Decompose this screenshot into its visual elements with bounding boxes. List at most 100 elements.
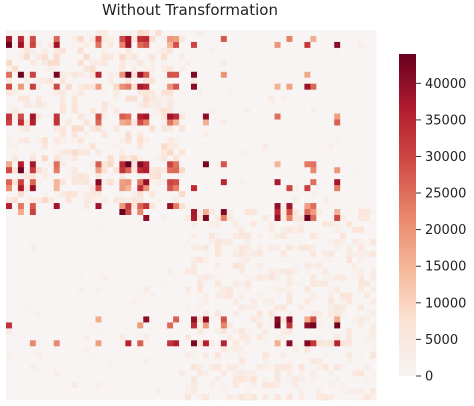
heatmap-cell — [131, 101, 138, 108]
heatmap-cell — [95, 167, 102, 174]
heatmap-cell — [250, 89, 258, 97]
heatmap-cell — [250, 167, 258, 174]
heatmap-cell — [322, 35, 329, 43]
heatmap-cell — [280, 35, 287, 43]
heatmap-cell — [334, 215, 341, 222]
heatmap-cell — [340, 274, 347, 282]
heatmap-cell — [226, 95, 234, 103]
heatmap-cell — [191, 107, 198, 114]
heatmap-cell — [59, 322, 67, 329]
heatmap-cell — [155, 310, 162, 317]
heatmap-cell — [328, 220, 335, 228]
heatmap-cell — [101, 35, 108, 43]
heatmap-cell — [286, 388, 293, 395]
heatmap-cell — [185, 310, 192, 317]
heatmap-cell — [340, 185, 347, 192]
heatmap-cell — [101, 280, 108, 288]
heatmap-cell — [364, 30, 371, 37]
heatmap-cell — [23, 107, 31, 114]
heatmap-cell — [65, 209, 73, 216]
heatmap-cell — [304, 65, 311, 73]
heatmap-cell — [71, 83, 79, 91]
heatmap-cell — [244, 358, 252, 365]
heatmap-cell — [202, 113, 210, 120]
heatmap-cell — [113, 244, 120, 252]
heatmap-cell — [292, 149, 299, 156]
heatmap-cell — [23, 161, 31, 168]
heatmap-cell — [179, 340, 186, 347]
heatmap-cell — [310, 149, 317, 156]
heatmap-cell — [274, 382, 281, 389]
heatmap-cell — [143, 340, 150, 347]
heatmap-cell — [220, 322, 228, 329]
heatmap-cell — [262, 185, 269, 192]
heatmap-cell — [71, 77, 79, 85]
heatmap-cell — [292, 364, 299, 371]
heatmap-cell — [29, 394, 37, 401]
heatmap-cell — [173, 370, 180, 377]
heatmap-cell — [41, 47, 49, 55]
heatmap-cell — [310, 173, 317, 180]
heatmap-cell — [179, 292, 186, 299]
heatmap-cell — [107, 30, 114, 37]
heatmap-cell — [41, 340, 49, 347]
heatmap-cell — [334, 83, 341, 91]
heatmap-cell — [95, 328, 102, 335]
heatmap-cell — [202, 328, 210, 335]
heatmap-cell — [89, 215, 96, 222]
heatmap-cell — [29, 268, 37, 276]
heatmap-cell — [280, 232, 287, 240]
heatmap-cell — [59, 304, 67, 311]
heatmap-cell — [346, 173, 353, 180]
heatmap-cell — [53, 238, 61, 246]
heatmap-cell — [53, 388, 61, 395]
heatmap-cell — [119, 274, 126, 282]
heatmap-cell — [208, 30, 216, 37]
heatmap-cell — [202, 191, 210, 198]
heatmap-cell — [101, 173, 108, 180]
heatmap-cell — [298, 352, 305, 359]
heatmap-cell — [358, 59, 365, 67]
heatmap-cell — [196, 47, 204, 55]
heatmap-cell — [149, 388, 156, 395]
heatmap-cell — [191, 382, 198, 389]
heatmap-cell — [125, 250, 132, 258]
heatmap-cell — [196, 286, 204, 293]
heatmap-cell — [149, 185, 156, 192]
heatmap-cell — [77, 268, 84, 276]
heatmap-cell — [352, 149, 359, 156]
heatmap-cell — [352, 346, 359, 353]
heatmap-cell — [35, 41, 43, 49]
heatmap-cell — [256, 298, 264, 305]
heatmap-cell — [83, 179, 90, 186]
heatmap-cell — [17, 298, 25, 305]
heatmap-cell — [35, 59, 43, 67]
heatmap-cell — [155, 220, 162, 228]
heatmap-cell — [196, 53, 204, 61]
heatmap-cell — [125, 352, 132, 359]
heatmap-cell — [334, 185, 341, 192]
heatmap-cell — [298, 77, 305, 85]
heatmap-cell — [334, 304, 341, 311]
heatmap-cell — [292, 268, 299, 276]
heatmap-cell — [346, 250, 353, 258]
heatmap-cell — [328, 298, 335, 305]
heatmap-cell — [143, 256, 150, 264]
heatmap-cell — [340, 83, 347, 91]
heatmap-cell — [149, 322, 156, 329]
heatmap-cell — [41, 149, 49, 156]
heatmap-cell — [11, 232, 19, 240]
heatmap-cell — [179, 161, 186, 168]
heatmap-cell — [214, 250, 222, 258]
heatmap-cell — [316, 298, 323, 305]
heatmap-cell — [101, 298, 108, 305]
heatmap-cell — [364, 262, 371, 270]
heatmap-cell — [244, 197, 252, 204]
heatmap-cell — [23, 274, 31, 282]
heatmap-cell — [17, 322, 25, 329]
heatmap-cell — [298, 340, 305, 347]
heatmap-cell — [232, 155, 240, 162]
heatmap-cell — [89, 35, 96, 43]
heatmap-cell — [29, 185, 37, 192]
heatmap-cell — [340, 340, 347, 347]
